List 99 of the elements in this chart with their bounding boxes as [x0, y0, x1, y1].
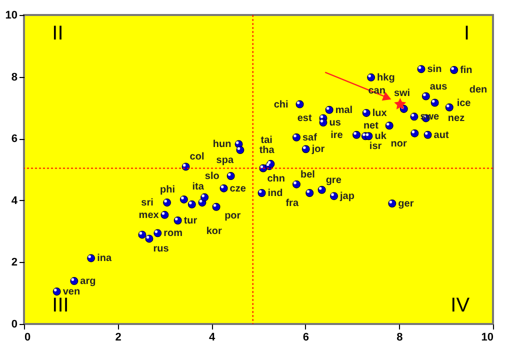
annotation: ita: [192, 182, 204, 193]
point: [388, 199, 396, 208]
annotation: ina: [97, 253, 112, 264]
y-tick-label: 6: [11, 133, 18, 146]
point: [87, 254, 96, 262]
annotation: lux: [372, 108, 388, 119]
annotation: chn: [267, 173, 285, 184]
annotation: hkg: [377, 72, 395, 84]
point: [362, 108, 370, 117]
x-tick-label: 2: [115, 332, 122, 344]
point: [292, 133, 300, 142]
y-tick-label: 10: [5, 10, 18, 22]
annotation: jor: [310, 144, 325, 156]
point: [138, 230, 146, 239]
annotation: tai: [260, 134, 273, 146]
point: [430, 98, 439, 107]
point: [70, 277, 78, 286]
x-tick-label: 4: [209, 332, 216, 344]
y-tick-label: 2: [11, 256, 18, 269]
x-tick-label: 10: [481, 332, 494, 344]
annotation: nez: [448, 113, 465, 124]
annotation: phi: [160, 184, 176, 196]
annotation: jap: [339, 191, 354, 202]
annotation: aut: [434, 130, 450, 141]
annotation: est: [297, 113, 312, 124]
point: [424, 130, 432, 139]
annotation: saf: [302, 132, 318, 144]
annotation: chi: [274, 99, 289, 110]
annotation: II: [52, 22, 64, 45]
annotation: mex: [138, 210, 160, 221]
annotation: slo: [204, 170, 220, 182]
annotation: aus: [430, 81, 448, 92]
y-tick-label: 0: [11, 318, 18, 330]
point: [212, 202, 220, 211]
point: [445, 103, 454, 112]
annotation: rom: [164, 228, 183, 240]
annotation: ind: [268, 188, 283, 199]
annotation: fin: [460, 65, 472, 76]
annotation: kor: [206, 226, 222, 237]
annotation: mal: [335, 104, 353, 116]
point: [330, 192, 338, 200]
annotation: spa: [216, 155, 234, 166]
point: [226, 172, 235, 180]
point: [410, 112, 418, 121]
point: [302, 145, 310, 154]
point: [200, 193, 209, 202]
annotation: net: [363, 120, 380, 132]
annotation: por: [224, 210, 241, 222]
annotation: arg: [80, 276, 96, 288]
point: [367, 73, 376, 82]
annotation: ger: [398, 198, 414, 210]
y-tick-label: 4: [11, 194, 18, 207]
annotation: col: [190, 152, 204, 163]
x-tick-label: 8: [396, 332, 403, 344]
x-tick-label: 0: [24, 332, 31, 344]
annotation: tha: [259, 145, 275, 156]
point: [450, 66, 458, 74]
annotation: gre: [326, 174, 342, 186]
point: [52, 288, 61, 296]
point: [385, 122, 394, 130]
annotation: swi: [394, 88, 410, 99]
annotation: fra: [286, 198, 299, 209]
annotation: den: [469, 84, 488, 96]
point: [188, 200, 196, 208]
annotation: isr: [369, 141, 382, 152]
point: [220, 184, 228, 192]
point: [417, 65, 426, 74]
point: [180, 195, 188, 204]
point: [306, 188, 314, 197]
annotation: uk: [374, 131, 387, 142]
point: [174, 216, 182, 224]
annotation: hun: [212, 139, 232, 150]
annotation: IV: [450, 294, 470, 316]
y-tick-label: 8: [11, 71, 18, 84]
point: [394, 98, 406, 110]
annotation: I: [464, 22, 470, 45]
x-tick-label: 6: [302, 332, 309, 344]
point: [154, 229, 162, 238]
annotation: ice: [456, 98, 472, 109]
point: [163, 198, 172, 207]
annotation: nor: [390, 138, 407, 150]
annotation: cze: [230, 183, 246, 194]
point: [410, 129, 419, 138]
annotation: sri: [141, 198, 154, 209]
point: [325, 106, 334, 114]
point: [319, 118, 328, 127]
annotation: rus: [153, 244, 170, 255]
point: [352, 130, 361, 139]
annotation: sin: [427, 64, 442, 76]
point: [236, 146, 244, 154]
annotation: ire: [330, 130, 344, 141]
point: [292, 180, 300, 188]
point: [160, 210, 169, 219]
annotation: us: [329, 118, 342, 129]
point: [318, 186, 326, 194]
point: [422, 92, 430, 100]
annotation: tur: [184, 215, 198, 226]
point: [258, 188, 266, 197]
annotation: bel: [300, 169, 316, 180]
